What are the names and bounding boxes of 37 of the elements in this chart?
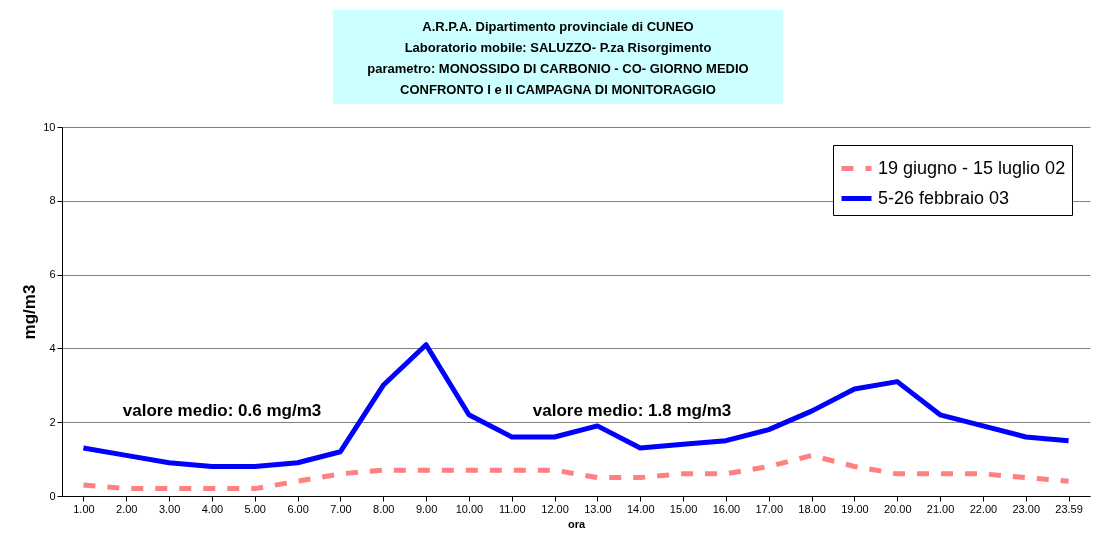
x-tick-label: 9.00 [415, 502, 438, 515]
x-tick-label: 17.00 [755, 502, 784, 515]
y-tick-label: 8 [49, 194, 56, 207]
x-tick-label: 14.00 [626, 502, 655, 515]
x-tick-label: 2.00 [116, 502, 138, 515]
x-tick-label: 3.00 [158, 502, 181, 515]
x-tick-label: 4.00 [201, 502, 224, 515]
annotation: valore medio: 1.8 mg/m3 [532, 401, 732, 420]
legend-label: 19 giugno - 15 luglio 02 [878, 157, 1066, 178]
y-axis-title: mg/m3 [20, 284, 40, 340]
x-tick-label: 13.00 [584, 502, 612, 515]
y-tick-label: 0 [49, 489, 56, 502]
y-tick-label: 6 [49, 268, 56, 281]
chart-title: A.R.P.A. Dipartimento provinciale di CUNEO Laboratorio mobile: SALUZZO- P.za Risorgimento parametro: MONOSSIDO DI CARBONIO - CO- GIORNO MEDIO CONFRONTO I e II CAMPAGNA DI MONITORAGGIO [367, 19, 749, 97]
x-tick-label: 10.00 [455, 502, 484, 515]
x-tick-label: 1.00 [73, 502, 95, 515]
x-tick-label: 12.00 [541, 502, 569, 515]
x-tick-label: 15.00 [669, 502, 698, 515]
y-tick-label: 4 [49, 341, 56, 354]
x-tick-label: 22.00 [969, 502, 998, 515]
x-tick-label: 23.00 [1012, 502, 1041, 515]
legend-label: 5-26 febbraio 03 [878, 187, 1010, 208]
x-tick-label: 21.00 [926, 502, 955, 515]
x-tick-label: 7.00 [330, 502, 352, 515]
x-tick-label: 8.00 [373, 502, 395, 515]
y-tick-label: 2 [49, 415, 56, 428]
x-tick-label: 5.00 [244, 502, 266, 515]
x-axis-title: ora [567, 517, 586, 530]
x-tick-label: 18.00 [798, 502, 826, 515]
annotation: valore medio: 0.6 mg/m3 [122, 401, 322, 420]
x-tick-label: 19.00 [841, 502, 869, 515]
x-tick-label: 11.00 [498, 502, 526, 515]
x-tick-label: 23.59 [1055, 502, 1083, 515]
x-tick-label: 6.00 [287, 502, 309, 515]
x-tick-label: 16.00 [712, 502, 741, 515]
y-tick-label: 10 [43, 120, 56, 133]
x-tick-label: 20.00 [883, 502, 912, 515]
